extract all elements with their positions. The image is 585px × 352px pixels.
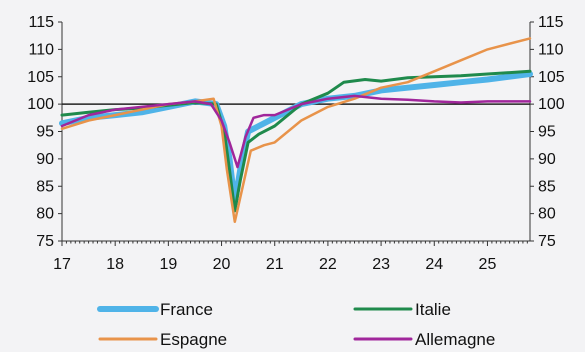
y-tick-label-right: 75 — [538, 233, 556, 250]
series-line-allemagne — [60, 94, 532, 169]
y-tick-label-left: 115 — [28, 14, 54, 31]
x-tick-label: 19 — [159, 256, 177, 273]
legend: France Italie Espagne Allemagne — [97, 300, 495, 349]
y-tick-label-right: 85 — [538, 178, 556, 195]
y-tick-label-right: 80 — [538, 206, 556, 223]
y-tick-label-left: 95 — [36, 124, 54, 141]
legend-label-france: France — [160, 300, 213, 319]
y-axis-left: 75 80 85 90 95 100 105 110 115 — [27, 14, 63, 250]
x-tick-label: 18 — [106, 256, 124, 273]
series-line-france — [59, 71, 533, 206]
series-layer — [59, 37, 533, 224]
legend-label-espagne: Espagne — [160, 330, 227, 349]
legend-label-allemagne: Allemagne — [415, 330, 495, 349]
legend-label-italie: Italie — [415, 300, 451, 319]
y-tick-label-left: 100 — [27, 96, 54, 113]
y-tick-label-left: 105 — [27, 69, 54, 86]
x-tick-label: 23 — [372, 256, 390, 273]
y-tick-label-right: 105 — [538, 69, 565, 86]
series-line-italie — [60, 69, 532, 213]
y-tick-label-right: 115 — [538, 14, 564, 31]
x-tick-label: 24 — [425, 256, 443, 273]
y-tick-label-left: 110 — [28, 41, 54, 58]
y-tick-label-right: 110 — [538, 41, 564, 58]
y-tick-label-left: 90 — [36, 151, 54, 168]
y-tick-label-right: 95 — [538, 124, 556, 141]
y-tick-label-left: 80 — [36, 206, 54, 223]
y-tick-label-left: 75 — [36, 233, 54, 250]
x-tick-label: 22 — [319, 256, 337, 273]
x-axis: 17 18 19 20 21 22 23 24 25 — [53, 240, 530, 273]
y-axis-right: 75 80 85 90 95 100 105 110 115 — [529, 14, 565, 250]
y-tick-label-right: 90 — [538, 151, 556, 168]
x-tick-label: 17 — [53, 256, 71, 273]
x-tick-label: 20 — [213, 256, 231, 273]
x-tick-label: 21 — [266, 256, 284, 273]
y-tick-label-right: 100 — [538, 96, 565, 113]
y-tick-label-left: 85 — [36, 178, 54, 195]
x-tick-label: 25 — [479, 256, 497, 273]
series-line-espagne — [60, 37, 532, 224]
